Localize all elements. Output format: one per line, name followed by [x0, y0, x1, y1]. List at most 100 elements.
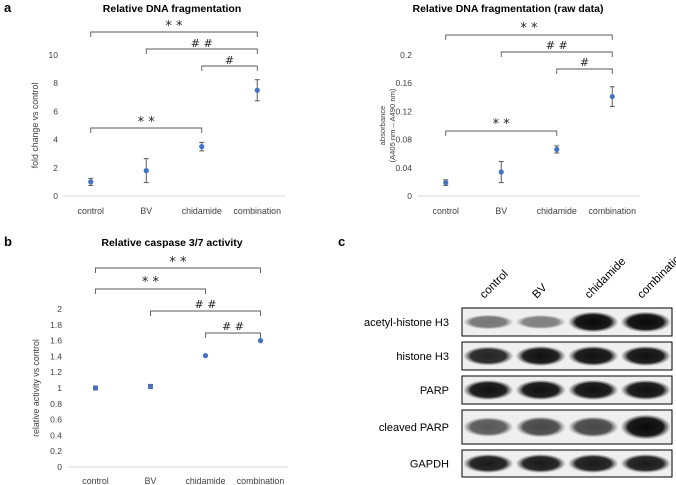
significance-label: # # [222, 320, 244, 333]
x-tick-label: chidamide [537, 206, 577, 216]
blot-band [515, 314, 566, 330]
significance-bracket [90, 31, 258, 37]
y-tick-label: 2 [57, 304, 62, 314]
blot-lane-label: control [478, 268, 511, 301]
significance-label: # # [191, 37, 213, 50]
blot-protein-label: GAPDH [410, 459, 449, 471]
y-tick-label: 0 [57, 462, 62, 472]
y-tick-label: 0.16 [395, 78, 412, 88]
x-tick-label: BV [140, 206, 152, 216]
y-tick-label: 8 [53, 78, 58, 88]
y-tick-label: 1 [57, 383, 62, 393]
significance-label: * * [169, 255, 187, 270]
blot-band [568, 379, 619, 401]
blot-band [463, 379, 514, 401]
blot-band [463, 453, 514, 474]
x-tick-label: combination [237, 476, 285, 485]
y-tick-label: 0.6 [50, 415, 62, 425]
y-tick-label: 0.4 [50, 430, 62, 440]
significance-label: # [580, 56, 589, 69]
significance-bracket [90, 127, 203, 133]
blot-band [463, 346, 514, 366]
x-tick-label: BV [495, 206, 507, 216]
x-tick-label: chidamide [182, 206, 222, 216]
y-tick-label: 0 [53, 191, 58, 201]
blot-protein-label: histone H3 [396, 351, 449, 363]
x-tick-label: control [82, 476, 108, 485]
significance-bracket [145, 48, 258, 54]
data-point [143, 168, 149, 174]
chart-title: Relative DNA fragmentation [103, 3, 241, 15]
significance-bracket [556, 68, 613, 74]
data-point [202, 353, 209, 359]
data-point [554, 146, 560, 153]
blot-band [620, 311, 671, 333]
y-axis-label: fold change vs control [30, 83, 40, 169]
blot-lane-label: chidamide [583, 256, 629, 302]
data-point [147, 383, 154, 390]
x-tick-label: combination [234, 206, 282, 216]
significance-bracket [445, 34, 613, 40]
blot-band [620, 379, 671, 401]
blot-band [620, 345, 671, 367]
y-tick-label: 6 [53, 106, 58, 116]
blot-band [568, 311, 619, 333]
data-point [609, 93, 615, 100]
data-point [88, 179, 94, 185]
blot-band [463, 314, 514, 330]
significance-bracket [201, 65, 258, 71]
x-tick-label: BV [145, 476, 157, 485]
significance-label: * * [165, 19, 183, 34]
y-tick-label: 0 [407, 191, 412, 201]
chart-dna-fragmentation: Relative DNA fragmentation 0 2 4 6 8 10 fold ch… [30, 3, 285, 216]
y-tick-label: 1.6 [50, 336, 62, 346]
blot-band [568, 345, 619, 367]
significance-label: * * [493, 117, 511, 132]
data-point [92, 385, 99, 391]
blot-band [515, 416, 566, 438]
y-tick-label: 0.8 [50, 399, 62, 409]
blot-protein-label: PARP [420, 385, 449, 397]
x-tick-label: chidamide [185, 476, 225, 485]
significance-label: * * [138, 115, 156, 130]
x-tick-label: combination [589, 206, 637, 216]
y-tick-label: 1.2 [50, 367, 62, 377]
data-point [443, 180, 449, 186]
significance-bracket [445, 130, 558, 136]
y-tick-label: 0.04 [395, 163, 412, 173]
y-tick-label: 0.12 [395, 106, 412, 116]
blot-band [568, 416, 619, 438]
x-tick-label: control [78, 206, 104, 216]
chart-title: Relative caspase 3/7 activity [101, 237, 242, 249]
chart-title: Relative DNA fragmentation (raw data) [413, 3, 604, 15]
y-axis-label: relative activity vs control [31, 339, 41, 437]
y-tick-label: 4 [53, 135, 58, 145]
chart-caspase-activity: Relative caspase 3/7 activity 0 0.2 0.4 0.6 0… [31, 237, 288, 485]
blot-band [568, 453, 619, 474]
significance-label: * * [520, 21, 538, 36]
blot-band [515, 379, 566, 401]
western-blot-panel: control BV chidamide combination acetyl-hist… [364, 249, 676, 478]
data-point [257, 338, 264, 344]
y-tick-label: 0.2 [50, 446, 62, 456]
blot-lane-label: combination [635, 249, 676, 301]
y-tick-label: 2 [53, 163, 58, 173]
panel-letter-c: c [338, 234, 345, 249]
panel-letter-b: b [4, 234, 12, 249]
blot-protein-label: acetyl-histone H3 [364, 317, 449, 329]
blot-band [620, 414, 671, 440]
blot-lane-label: BV [530, 282, 550, 302]
blot-band [515, 453, 566, 474]
significance-label: # [225, 54, 234, 67]
significance-label: # # [546, 39, 568, 52]
blot-protein-label: cleaved PARP [379, 422, 449, 434]
significance-label: # # [195, 298, 217, 311]
significance-bracket [500, 51, 613, 57]
y-tick-label: 0.08 [395, 135, 412, 145]
significance-bracket [95, 288, 206, 294]
panel-letter-a: a [4, 0, 12, 15]
y-tick-label: 1.8 [50, 320, 62, 330]
blot-band [620, 453, 671, 474]
data-point [254, 87, 260, 93]
